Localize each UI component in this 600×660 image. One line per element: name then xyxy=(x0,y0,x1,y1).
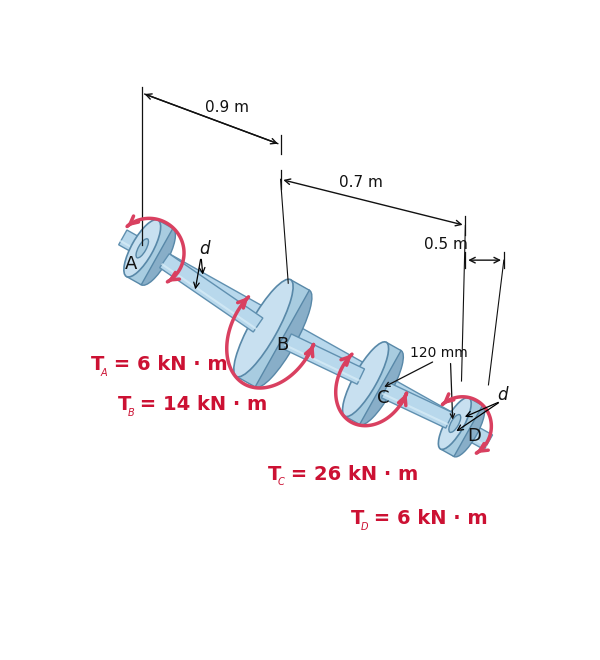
Text: 0.7 m: 0.7 m xyxy=(340,175,383,190)
Text: 120 mm: 120 mm xyxy=(410,346,468,360)
Text: $\mathbf{T}$: $\mathbf{T}$ xyxy=(350,510,365,528)
Text: A: A xyxy=(125,255,137,273)
Ellipse shape xyxy=(253,290,312,387)
Text: d: d xyxy=(199,240,209,258)
Text: $_{B}$: $_{B}$ xyxy=(127,405,135,419)
Ellipse shape xyxy=(139,228,175,285)
Ellipse shape xyxy=(124,220,161,277)
Text: $\mathbf{T}$: $\mathbf{T}$ xyxy=(91,355,106,374)
Text: d: d xyxy=(498,385,508,404)
Ellipse shape xyxy=(136,239,149,258)
Text: = 6 kN · m: = 6 kN · m xyxy=(107,355,228,374)
Ellipse shape xyxy=(358,350,403,425)
Ellipse shape xyxy=(452,405,485,457)
Polygon shape xyxy=(440,398,482,457)
Text: B: B xyxy=(277,336,289,354)
Text: 0.9 m: 0.9 m xyxy=(205,100,248,115)
Ellipse shape xyxy=(449,414,461,432)
Polygon shape xyxy=(284,334,365,384)
Ellipse shape xyxy=(234,279,293,377)
Text: $\mathbf{T}$: $\mathbf{T}$ xyxy=(116,395,132,414)
Ellipse shape xyxy=(343,342,389,416)
Polygon shape xyxy=(127,220,173,285)
Polygon shape xyxy=(345,343,401,424)
Text: D: D xyxy=(467,427,482,445)
Text: $_{D}$: $_{D}$ xyxy=(360,519,369,533)
Text: $_{A}$: $_{A}$ xyxy=(100,365,109,379)
Polygon shape xyxy=(160,253,263,332)
Text: = 6 kN · m: = 6 kN · m xyxy=(367,510,487,528)
Text: = 14 kN · m: = 14 kN · m xyxy=(133,395,268,414)
Polygon shape xyxy=(119,230,493,449)
Text: $_{C}$: $_{C}$ xyxy=(277,474,286,488)
Text: = 26 kN · m: = 26 kN · m xyxy=(284,465,419,484)
Text: C: C xyxy=(377,389,389,407)
Ellipse shape xyxy=(439,397,471,449)
Polygon shape xyxy=(382,382,453,428)
Text: $\mathbf{T}$: $\mathbf{T}$ xyxy=(268,465,283,484)
Polygon shape xyxy=(236,280,310,387)
Text: 0.5 m: 0.5 m xyxy=(424,236,468,251)
